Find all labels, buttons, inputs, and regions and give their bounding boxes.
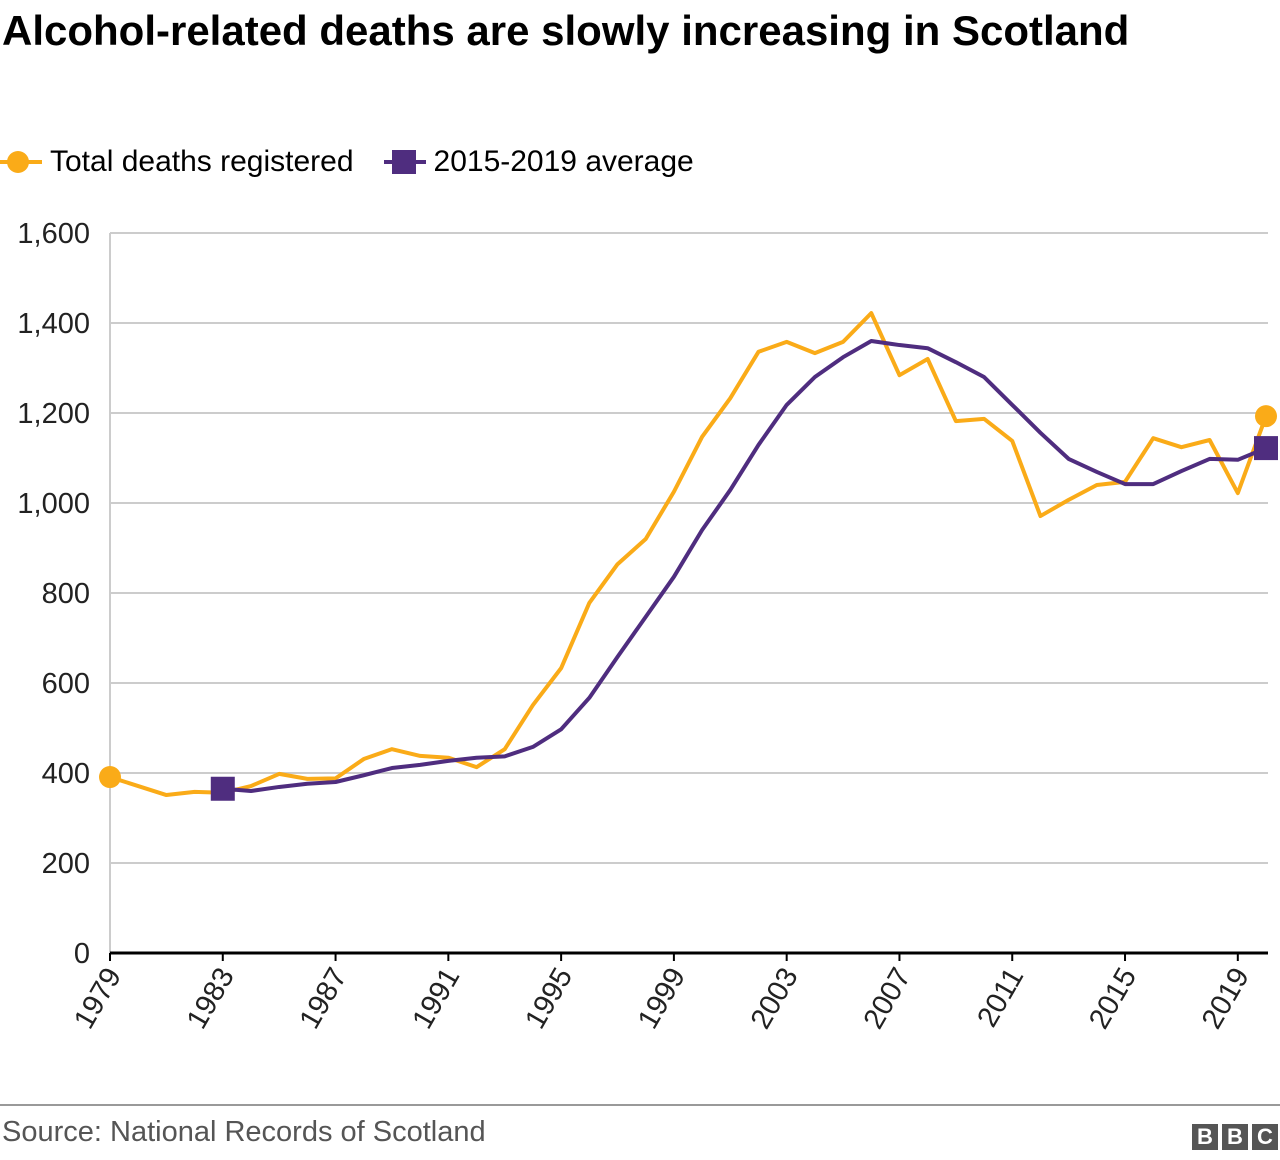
square-marker-icon: [383, 150, 426, 174]
y-tick-label: 1,400: [17, 308, 90, 340]
source-note: Source: National Records of Scotland: [2, 1116, 486, 1148]
x-tick-label: 2019: [1196, 963, 1256, 1035]
y-tick-label: 0: [74, 938, 90, 970]
x-tick-label: 1995: [519, 963, 579, 1035]
legend-item-total: Total deaths registered: [0, 145, 354, 179]
circle-marker-icon: [0, 151, 42, 173]
x-tick-label: 2003: [745, 963, 805, 1035]
y-tick-label: 1,000: [17, 488, 90, 520]
endpoint-marker: [1254, 436, 1278, 461]
legend-label: Total deaths registered: [50, 145, 354, 178]
x-tick-label: 2015: [1083, 963, 1143, 1035]
y-tick-label: 400: [42, 758, 90, 790]
y-tick-label: 1,200: [17, 398, 90, 430]
endpoint-marker: [1255, 405, 1277, 428]
footer-divider: [0, 1104, 1280, 1106]
x-tick-label: 2007: [858, 963, 918, 1035]
x-tick-label: 1987: [294, 963, 354, 1035]
legend-label: 2015-2019 average: [433, 145, 694, 178]
y-tick-label: 800: [42, 578, 90, 610]
x-tick-label: 1999: [632, 963, 692, 1035]
line-chart: 0 200 400 600 800 1,000 1,200 1,400 1,600 1979 198…: [17, 218, 1278, 1035]
y-tick-label: 600: [42, 668, 90, 700]
x-tick-label: 1991: [406, 963, 466, 1035]
endpoint-marker: [210, 776, 235, 801]
x-tick-label: 1983: [181, 963, 241, 1035]
x-tick-label: 2011: [971, 963, 1030, 1033]
y-tick-label: 1,600: [17, 218, 90, 250]
x-tick-label: 1979: [68, 963, 128, 1035]
legend: Total deaths registered 2015-2019 averag…: [0, 145, 724, 179]
series-line-1: [222, 339, 1267, 793]
series-line-0: [109, 311, 1268, 798]
legend-item-average: 2015-2019 average: [383, 145, 694, 179]
chart-title: Alcohol-related deaths are slowly increa…: [2, 7, 1130, 54]
endpoint-marker: [99, 766, 121, 789]
y-tick-label: 200: [42, 848, 90, 880]
